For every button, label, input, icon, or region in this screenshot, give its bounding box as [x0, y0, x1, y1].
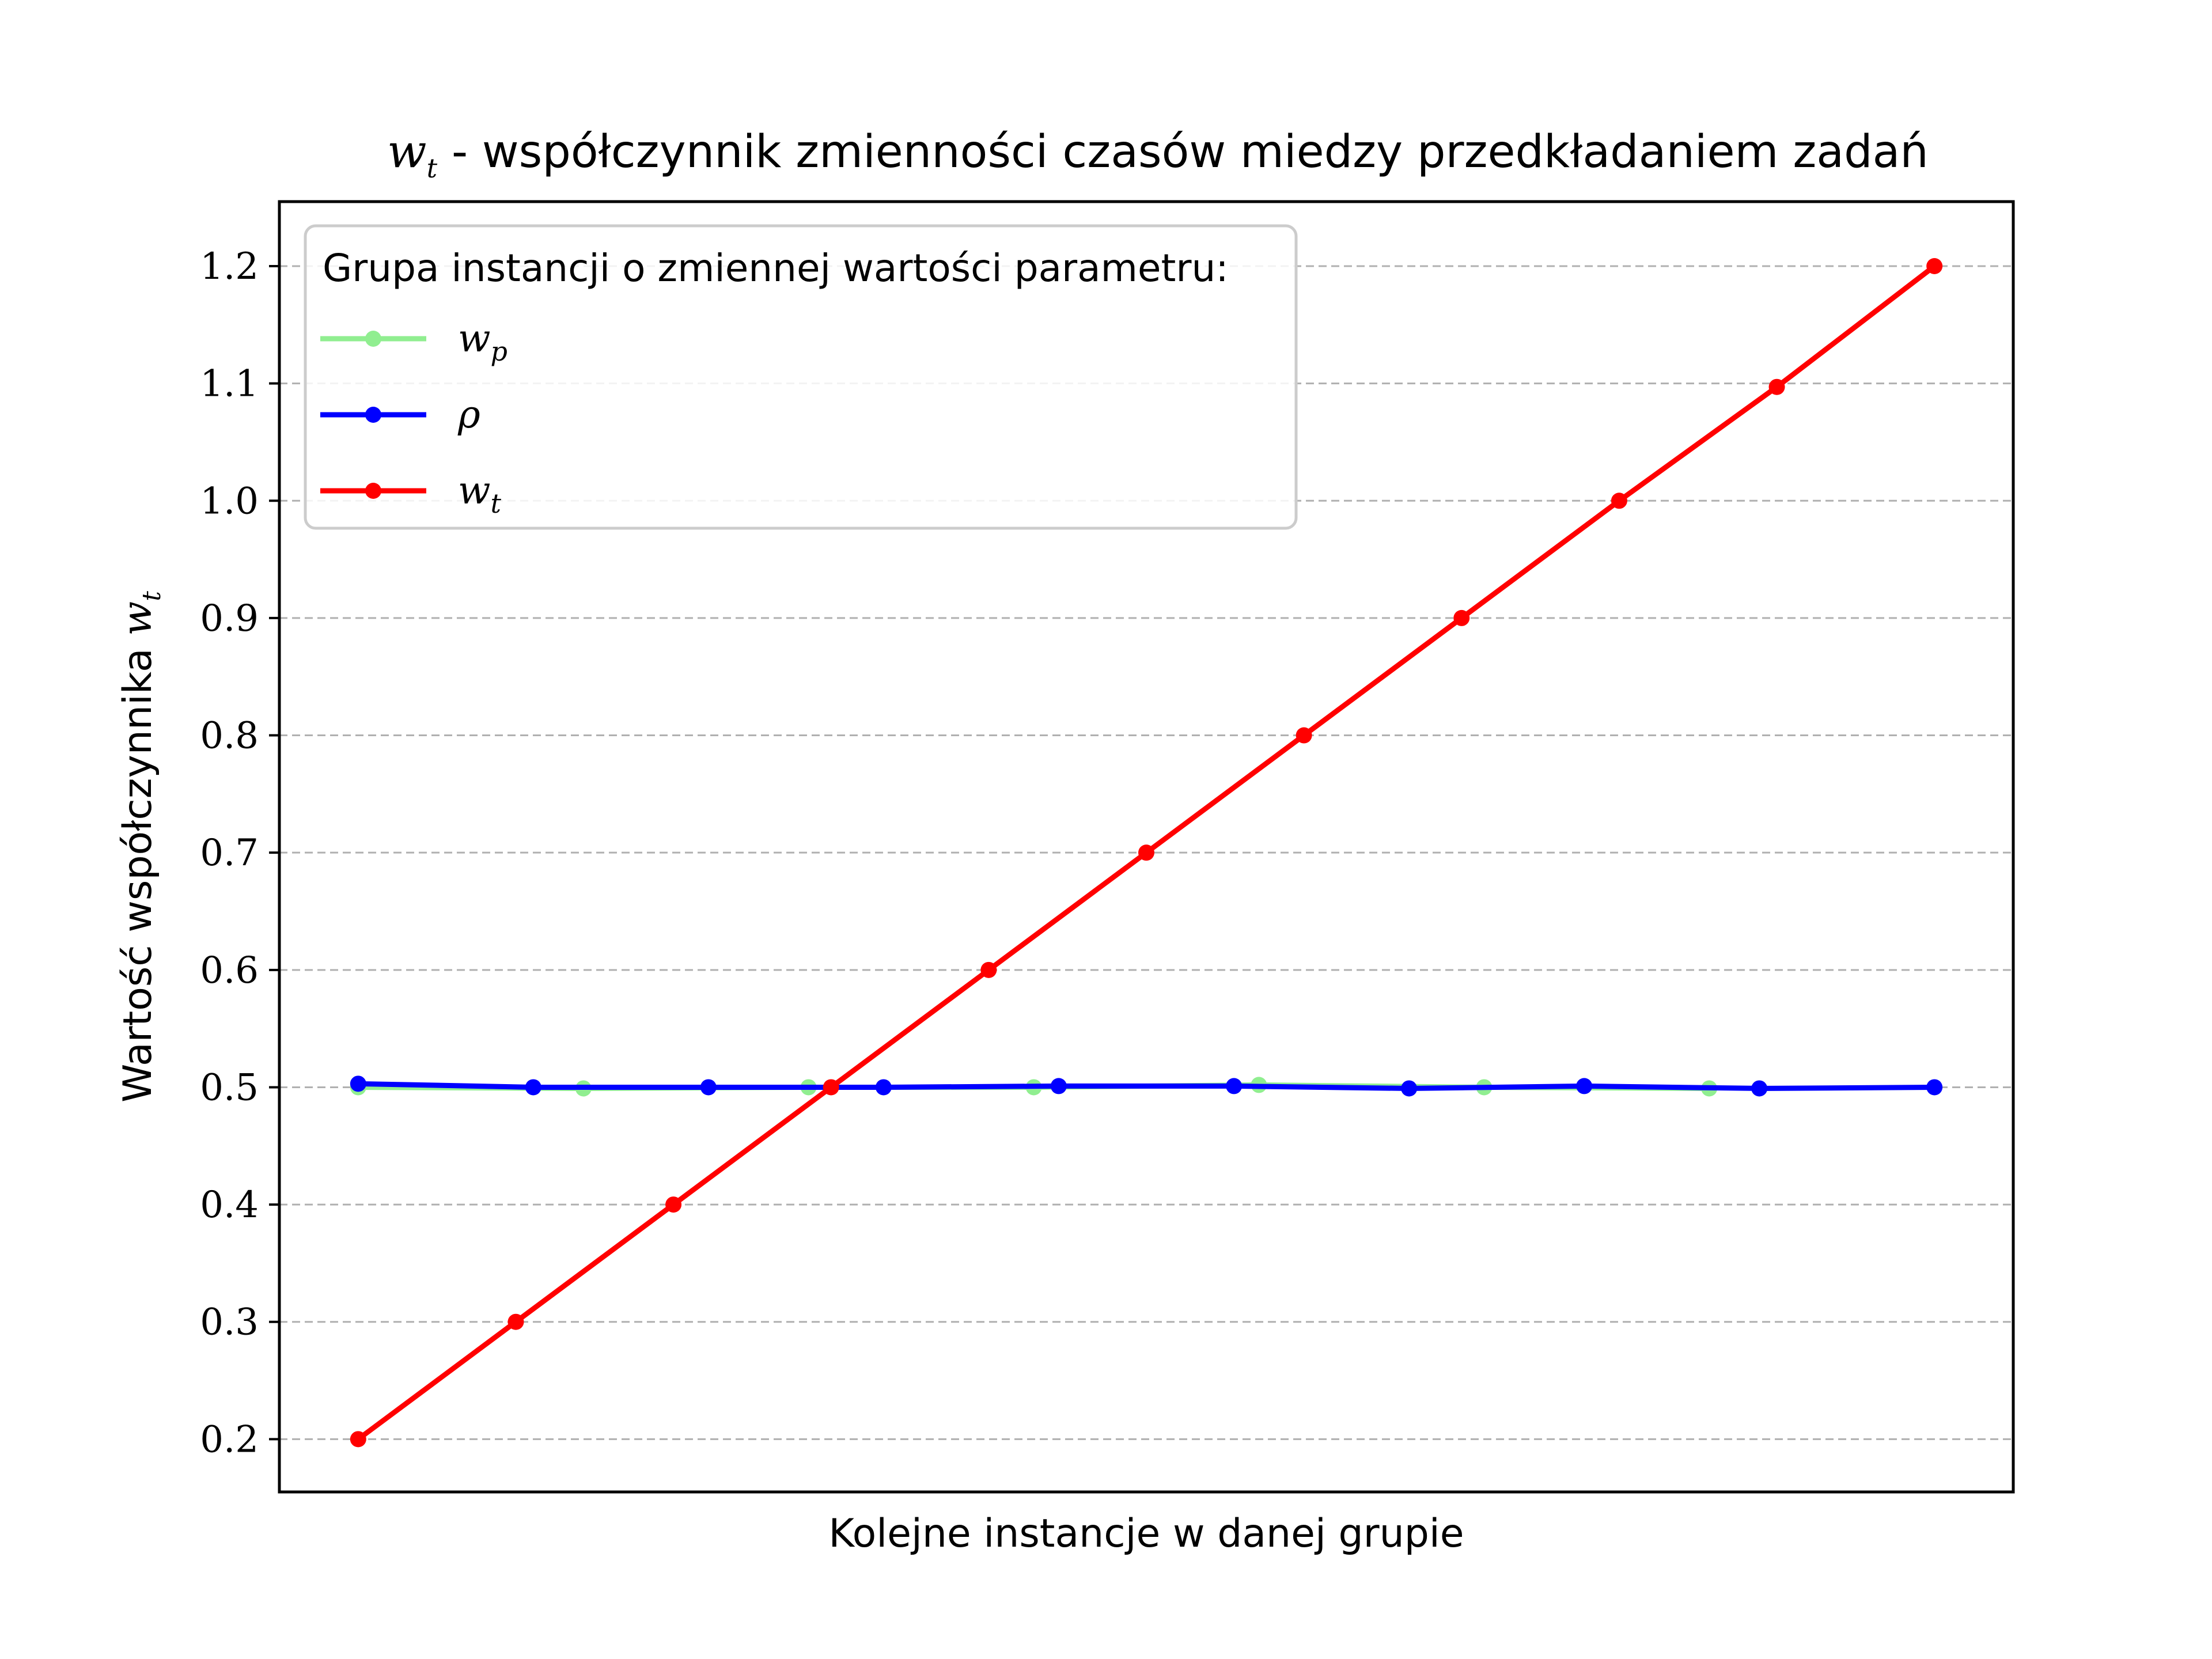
legend-swatch-marker: [365, 483, 381, 499]
series-line: [358, 1081, 1935, 1091]
data-point: [1453, 609, 1470, 626]
y-tick-label: 0.2: [200, 1418, 259, 1461]
plot-frame: [278, 200, 2015, 1494]
data-point: [1050, 1078, 1067, 1094]
chart-title-math-sub: t: [427, 153, 438, 184]
data-point: [1138, 844, 1154, 861]
chart-title: wt - współczynnik zmienności czasów mied…: [387, 124, 1929, 184]
legend: Grupa instancji o zmiennej wartości para…: [304, 224, 1298, 530]
y-axis-ticks: 0.2 0.3 0.4 0.5 0.6 0.7 0.8 0.9 1.0 1.1 1.2: [200, 245, 279, 1461]
y-tick-label: 0.7: [200, 832, 259, 874]
data-point: [1401, 1080, 1418, 1097]
y-tick-label: 0.6: [200, 949, 259, 992]
y-axis-label-math-sub: t: [137, 591, 166, 601]
legend-box: [304, 224, 1298, 530]
legend-swatch-marker: [365, 407, 381, 423]
series-2: [350, 258, 1943, 1448]
data-point: [875, 1079, 892, 1096]
y-axis-label: Wartość współczynnika wt: [113, 591, 166, 1103]
y-tick-label: 1.0: [200, 480, 259, 522]
y-tick-label: 0.9: [200, 597, 259, 640]
data-point: [665, 1196, 682, 1213]
y-axis-label-math: w: [113, 601, 161, 636]
data-point: [823, 1079, 839, 1096]
y-tick-label: 1.2: [200, 245, 259, 288]
series-1: [350, 1075, 1943, 1097]
chart-title-math: w: [387, 124, 426, 178]
chart-title-text: - współczynnik zmienności czasów miedzy …: [437, 126, 1929, 178]
data-point: [350, 1075, 366, 1092]
legend-title: Grupa instancji o zmiennej wartości para…: [323, 246, 1229, 290]
y-tick-label: 0.4: [200, 1184, 259, 1226]
x-axis-label: Kolejne instancje w danej grupie: [828, 1511, 1464, 1556]
legend-items: wp ρ wt: [320, 316, 507, 519]
data-point: [980, 961, 997, 978]
y-tick-label: 0.5: [200, 1066, 259, 1109]
legend-item: wt: [320, 468, 502, 519]
data-point: [1751, 1080, 1768, 1097]
legend-label: wt: [458, 468, 502, 519]
legend-label: wp: [458, 316, 507, 367]
data-point: [507, 1313, 524, 1330]
legend-item: wp: [320, 316, 507, 367]
y-tick-label: 0.8: [200, 715, 259, 757]
y-tick-label: 0.3: [200, 1301, 259, 1344]
legend-swatch-marker: [365, 331, 381, 347]
data-point: [1768, 378, 1785, 395]
data-point: [1296, 727, 1312, 744]
data-point: [700, 1079, 717, 1096]
data-series: [350, 258, 1943, 1448]
data-point: [1926, 1079, 1943, 1096]
legend-label: ρ: [457, 392, 480, 437]
data-point: [525, 1079, 541, 1096]
legend-item: ρ: [320, 392, 480, 437]
data-point: [1611, 493, 1627, 509]
data-point: [1926, 258, 1943, 274]
data-point: [1576, 1078, 1593, 1094]
y-tick-label: 1.1: [200, 363, 259, 406]
data-point: [1226, 1078, 1243, 1094]
data-point: [350, 1431, 366, 1448]
y-axis-label-text: Wartość współczynnika: [115, 636, 161, 1103]
